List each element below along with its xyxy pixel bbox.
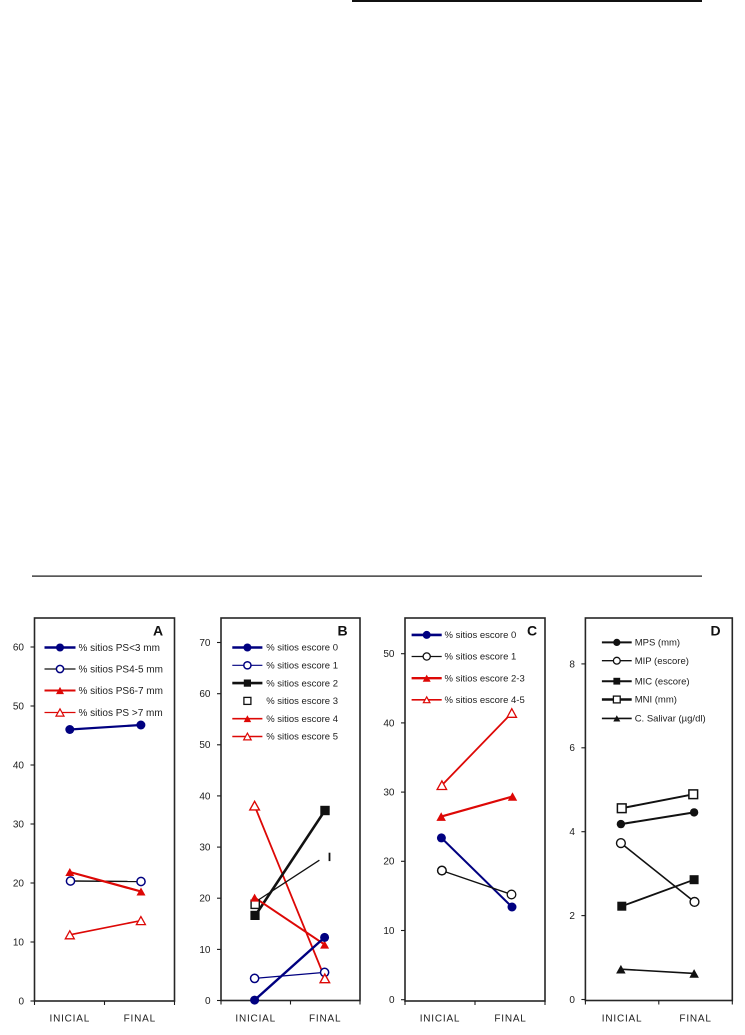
svg-text:C: C [527,623,537,639]
svg-text:INICIAL: INICIAL [49,1014,90,1025]
svg-text:70: 70 [199,638,211,649]
svg-text:0: 0 [569,995,575,1006]
svg-text:10: 10 [383,926,395,937]
svg-text:20: 20 [13,878,25,889]
svg-text:% sitios escore 5: % sitios escore 5 [266,732,338,743]
svg-text:D: D [710,623,720,639]
svg-text:% sitios escore 2: % sitios escore 2 [266,678,338,689]
svg-text:INICIAL: INICIAL [602,1014,643,1025]
svg-text:% sitios escore 4: % sitios escore 4 [266,714,338,725]
svg-text:0: 0 [18,996,24,1007]
svg-text:% sitios escore 1: % sitios escore 1 [266,661,338,672]
svg-text:B: B [337,623,347,639]
svg-text:% sitios escore 0: % sitios escore 0 [445,630,517,641]
svg-text:30: 30 [199,843,211,854]
svg-text:50: 50 [199,740,211,751]
svg-text:% sitios escore 4-5: % sitios escore 4-5 [445,695,525,706]
svg-text:INICIAL: INICIAL [235,1014,276,1025]
svg-text:40: 40 [13,760,25,771]
svg-text:% sitios PS4-5 mm: % sitios PS4-5 mm [79,664,163,675]
svg-text:6: 6 [569,743,575,754]
svg-text:% sitios escore 3: % sitios escore 3 [266,696,338,707]
svg-text:FINAL: FINAL [679,1014,711,1025]
svg-text:% sitios escore 1: % sitios escore 1 [445,652,517,663]
svg-text:50: 50 [383,649,395,660]
svg-text:FINAL: FINAL [494,1014,526,1025]
svg-text:% sitios escore 0: % sitios escore 0 [266,643,338,654]
svg-text:10: 10 [13,937,25,948]
svg-text:50: 50 [13,701,25,712]
svg-text:C. Salivar (µg/dl): C. Salivar (µg/dl) [635,714,706,725]
svg-text:30: 30 [383,788,395,799]
svg-text:20: 20 [199,894,211,905]
svg-text:4: 4 [569,827,575,838]
svg-text:2: 2 [569,911,575,922]
svg-text:30: 30 [13,819,25,830]
svg-text:MIC (escore): MIC (escore) [635,676,690,687]
svg-text:10: 10 [199,945,211,956]
svg-text:MIP (escore): MIP (escore) [635,656,689,667]
svg-text:% sitios escore 2-3: % sitios escore 2-3 [445,673,525,684]
svg-text:% sitios PS<3 mm: % sitios PS<3 mm [79,643,160,654]
svg-text:% sitios PS >7 mm: % sitios PS >7 mm [79,708,163,719]
svg-text:40: 40 [383,718,395,729]
svg-text:MPS (mm): MPS (mm) [635,638,680,649]
svg-text:8: 8 [569,659,575,670]
svg-text:60: 60 [199,689,211,700]
svg-text:A: A [153,623,163,639]
svg-text:0: 0 [205,996,211,1007]
svg-text:MNI (mm): MNI (mm) [635,695,677,706]
svg-text:0: 0 [389,995,395,1006]
svg-text:FINAL: FINAL [124,1014,156,1025]
svg-text:60: 60 [13,642,25,653]
svg-text:INICIAL: INICIAL [420,1014,461,1025]
svg-text:FINAL: FINAL [309,1014,341,1025]
svg-text:% sitios PS6-7 mm: % sitios PS6-7 mm [79,686,163,697]
svg-text:40: 40 [199,791,211,802]
svg-text:20: 20 [383,857,395,868]
